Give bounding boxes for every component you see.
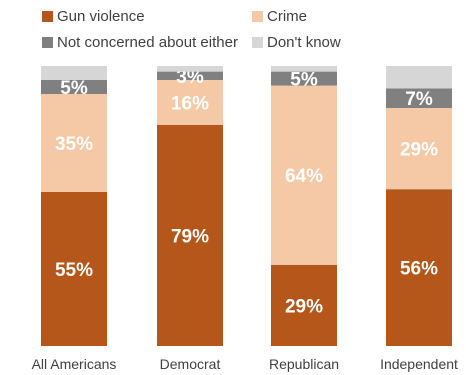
bar-segment-1-1 — [41, 192, 107, 346]
bar-segment-2-1 — [41, 94, 107, 192]
bar-segment-4-4 — [386, 66, 452, 89]
data-label-1-1: 55% — [55, 260, 93, 281]
data-label-2-3: 64% — [285, 166, 323, 187]
legend: Gun violence Crime Not concerned about e… — [0, 0, 466, 60]
bar-segment-2-3 — [271, 85, 337, 265]
data-label-1-2: 79% — [171, 226, 209, 247]
category-label-2: Democrat — [160, 356, 221, 372]
bar-segment-3-1 — [41, 80, 107, 94]
data-label-2-4: 29% — [400, 140, 438, 161]
bar-segment-4-3 — [271, 66, 337, 72]
legend-label-not-concerned: Not concerned about either — [57, 34, 238, 51]
data-label-2-2: 16% — [171, 93, 209, 114]
legend-label-gun-violence: Gun violence — [57, 8, 145, 25]
bar-segment-1-3 — [271, 264, 337, 346]
legend-label-crime: Crime — [267, 8, 307, 25]
data-label-1-4: 56% — [400, 259, 438, 280]
legend-swatch-gun-violence — [42, 11, 53, 22]
bar-segment-1-2 — [157, 124, 223, 346]
category-label-1: All Americans — [32, 356, 117, 372]
legend-label-dont-know: Don't know — [267, 34, 341, 51]
bar-segment-1-4 — [386, 189, 452, 346]
legend-swatch-dont-know — [252, 37, 263, 48]
data-label-3-2: 3% — [176, 67, 204, 88]
bar-segment-3-4 — [386, 88, 452, 108]
bar-segment-2-4 — [386, 108, 452, 190]
data-label-1-3: 29% — [285, 296, 323, 317]
bar-segment-4-2 — [157, 66, 223, 72]
data-label-3-3: 5% — [290, 70, 318, 91]
legend-item-gun-violence: Gun violence — [42, 8, 145, 25]
category-label-3: Republican — [269, 356, 339, 372]
bar-segment-4-1 — [41, 66, 107, 80]
bar-segment-3-3 — [271, 71, 337, 86]
bar-segment-3-2 — [157, 71, 223, 80]
legend-swatch-crime — [252, 11, 263, 22]
data-label-3-4: 7% — [405, 89, 433, 110]
legend-item-crime: Crime — [252, 8, 307, 25]
legend-swatch-not-concerned — [42, 37, 53, 48]
data-label-2-1: 35% — [55, 134, 93, 155]
legend-item-not-concerned: Not concerned about either — [42, 34, 238, 51]
data-label-3-1: 5% — [60, 78, 88, 99]
category-label-4: Independent — [380, 356, 458, 372]
legend-item-dont-know: Don't know — [252, 34, 341, 51]
bar-segment-2-2 — [157, 80, 223, 125]
